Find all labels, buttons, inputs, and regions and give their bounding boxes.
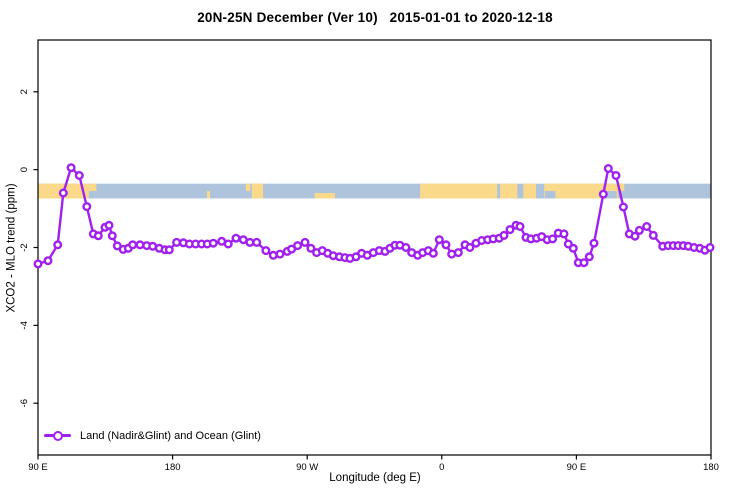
- svg-text:90 E: 90 E: [567, 462, 587, 473]
- x-axis-ticks: 90 E 180 90 W 0 90 E 180: [28, 455, 719, 473]
- y-axis-ticks: 2 0 -2 -4 -6: [19, 89, 38, 407]
- svg-text:-4: -4: [19, 321, 30, 329]
- data-series: [33, 163, 715, 269]
- legend-marker-icon: [44, 429, 71, 442]
- svg-text:180: 180: [165, 462, 181, 473]
- svg-text:-2: -2: [19, 243, 30, 251]
- svg-text:-6: -6: [19, 399, 30, 407]
- svg-text:0: 0: [19, 167, 30, 172]
- map-strip: [38, 183, 711, 199]
- chart-title: 20N-25N December (Ver 10) 2015-01-01 to …: [197, 10, 553, 25]
- svg-text:0: 0: [439, 462, 444, 473]
- svg-text:180: 180: [703, 462, 719, 473]
- x-axis-label: Longitude (deg E): [329, 472, 421, 484]
- svg-text:2: 2: [19, 89, 30, 94]
- svg-text:90 E: 90 E: [28, 462, 48, 473]
- svg-text:90 W: 90 W: [296, 462, 318, 473]
- legend: Land (Nadir&Glint) and Ocean (Glint): [44, 429, 261, 442]
- legend-circle-icon: [52, 430, 63, 441]
- legend-label: Land (Nadir&Glint) and Ocean (Glint): [80, 429, 261, 442]
